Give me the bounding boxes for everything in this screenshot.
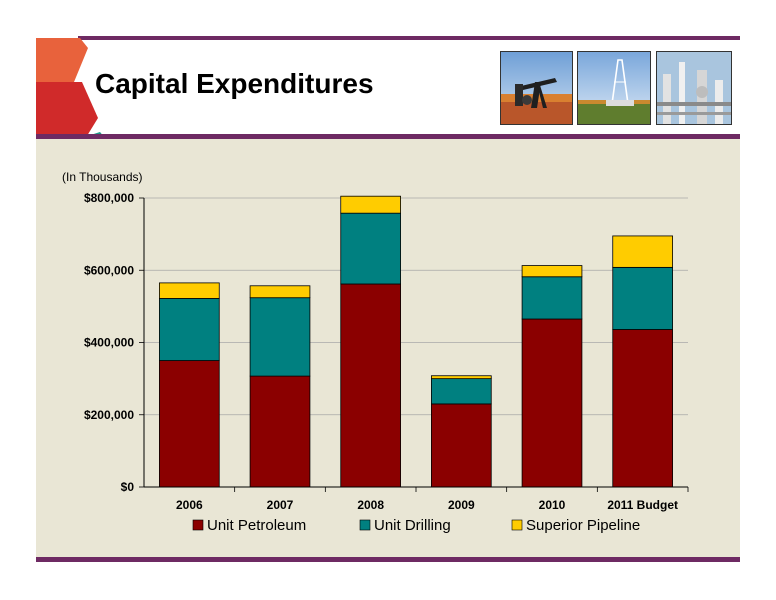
decorative-arrows-graphic: [36, 38, 110, 154]
axes: [143, 198, 689, 492]
bar-segment-unit-drilling: [612, 266, 673, 330]
legend-label: Unit Drilling: [374, 517, 451, 534]
bar-segment-unit-petroleum: [159, 360, 220, 488]
bar-segment-unit-drilling: [249, 297, 311, 377]
grid-lines: [139, 197, 688, 488]
pipeline-plant-photo: [656, 51, 732, 125]
y-tick-label: $600,000: [84, 263, 134, 277]
page-title: Capital Expenditures: [95, 68, 374, 99]
legend: Unit Petroleum Unit Drilling Superior Pipe…: [192, 517, 640, 534]
bar-segment-unit-petroleum: [521, 318, 583, 488]
header-divider-rule: [36, 134, 740, 139]
bar-segment-unit-drilling: [340, 212, 401, 285]
bars: [159, 195, 673, 488]
x-tick-label: 2006: [176, 498, 203, 512]
bar-segment-unit-drilling: [431, 378, 492, 405]
y-tick-label: $200,000: [84, 408, 134, 422]
unit-label: (In Thousands): [62, 170, 143, 184]
x-tick-label: 2009: [448, 498, 475, 512]
pumpjack-photo: [500, 51, 573, 125]
stacked-bar-chart: (In Thousands) $0 $200,000 $400,000 $600,00…: [62, 170, 689, 534]
bar-segment-unit-drilling: [159, 298, 220, 361]
x-tick-label: 2010: [539, 498, 566, 512]
red-arrow-shape: [36, 82, 98, 144]
bar-segment-superior-pipeline: [340, 195, 401, 214]
legend-label: Superior Pipeline: [526, 517, 640, 534]
x-tick-label: 2007: [267, 498, 294, 512]
legend-swatch: [511, 519, 523, 531]
x-axis-tick-labels: 2006 2007 2008 2009 2010 2011 Budget: [176, 498, 678, 512]
orange-arrow-shape: [36, 38, 88, 82]
bar-segment-superior-pipeline: [249, 285, 311, 299]
x-tick-label: 2011 Budget: [607, 498, 678, 512]
legend-swatch: [359, 519, 371, 531]
bar-segment-unit-petroleum: [249, 375, 311, 488]
bar-segment-superior-pipeline: [159, 282, 220, 299]
bar-segment-superior-pipeline: [612, 235, 673, 268]
legend-label: Unit Petroleum: [207, 517, 306, 534]
drilling-rig-photo: [577, 51, 651, 125]
bar-segment-superior-pipeline: [431, 375, 492, 380]
bar-segment-superior-pipeline: [521, 265, 583, 278]
y-tick-label: $0: [121, 480, 135, 494]
bar-segment-unit-drilling: [521, 276, 583, 320]
bar-segment-unit-petroleum: [340, 283, 401, 488]
bar-segment-unit-petroleum: [431, 403, 492, 488]
legend-swatch: [192, 519, 204, 531]
top-rule: [78, 36, 740, 40]
bar-segment-unit-petroleum: [612, 329, 673, 488]
y-tick-label: $800,000: [84, 191, 134, 205]
y-axis-tick-labels: $0 $200,000 $400,000 $600,000 $800,000: [84, 191, 134, 494]
x-tick-label: 2008: [357, 498, 384, 512]
footer-rule: [36, 557, 740, 562]
y-tick-label: $400,000: [84, 336, 134, 350]
